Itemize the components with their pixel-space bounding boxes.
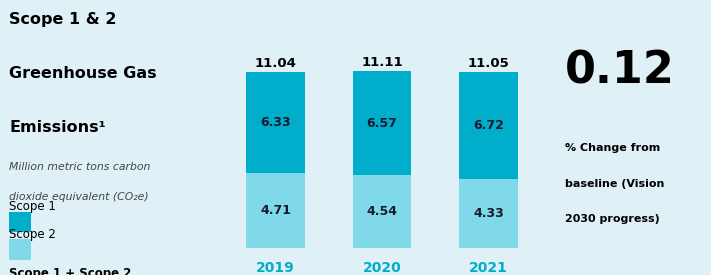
Text: Emissions¹: Emissions¹ <box>9 120 106 135</box>
Text: Scope 1: Scope 1 <box>9 200 56 213</box>
Text: dioxide equivalent (CO₂e): dioxide equivalent (CO₂e) <box>9 192 149 202</box>
Text: 11.05: 11.05 <box>468 57 510 70</box>
Text: 4.71: 4.71 <box>260 204 291 217</box>
Text: 2030 progress): 2030 progress) <box>565 214 660 224</box>
Bar <box>353 71 412 175</box>
Text: 6.72: 6.72 <box>474 119 504 132</box>
Bar <box>246 72 305 173</box>
Text: 4.54: 4.54 <box>367 205 397 218</box>
Text: 2020: 2020 <box>363 261 402 275</box>
Text: Scope 1 + Scope 2: Scope 1 + Scope 2 <box>9 268 132 275</box>
Bar <box>459 72 518 179</box>
Text: baseline (Vision: baseline (Vision <box>565 179 665 189</box>
Text: 6.57: 6.57 <box>367 117 397 130</box>
Text: 11.04: 11.04 <box>255 57 296 70</box>
Bar <box>246 173 305 248</box>
Text: Million metric tons carbon: Million metric tons carbon <box>9 162 151 172</box>
Text: Scope 2: Scope 2 <box>9 228 56 241</box>
Text: 2019: 2019 <box>256 261 295 275</box>
Text: 2021: 2021 <box>469 261 508 275</box>
Text: % Change from: % Change from <box>565 143 661 153</box>
Text: 6.33: 6.33 <box>260 116 291 129</box>
Text: 11.11: 11.11 <box>361 56 403 69</box>
Text: Scope 1 & 2: Scope 1 & 2 <box>9 12 117 28</box>
Text: 4.33: 4.33 <box>474 207 504 220</box>
Bar <box>353 175 412 248</box>
Text: 0.12: 0.12 <box>565 50 675 92</box>
Bar <box>459 179 518 248</box>
Text: Greenhouse Gas: Greenhouse Gas <box>9 66 157 81</box>
